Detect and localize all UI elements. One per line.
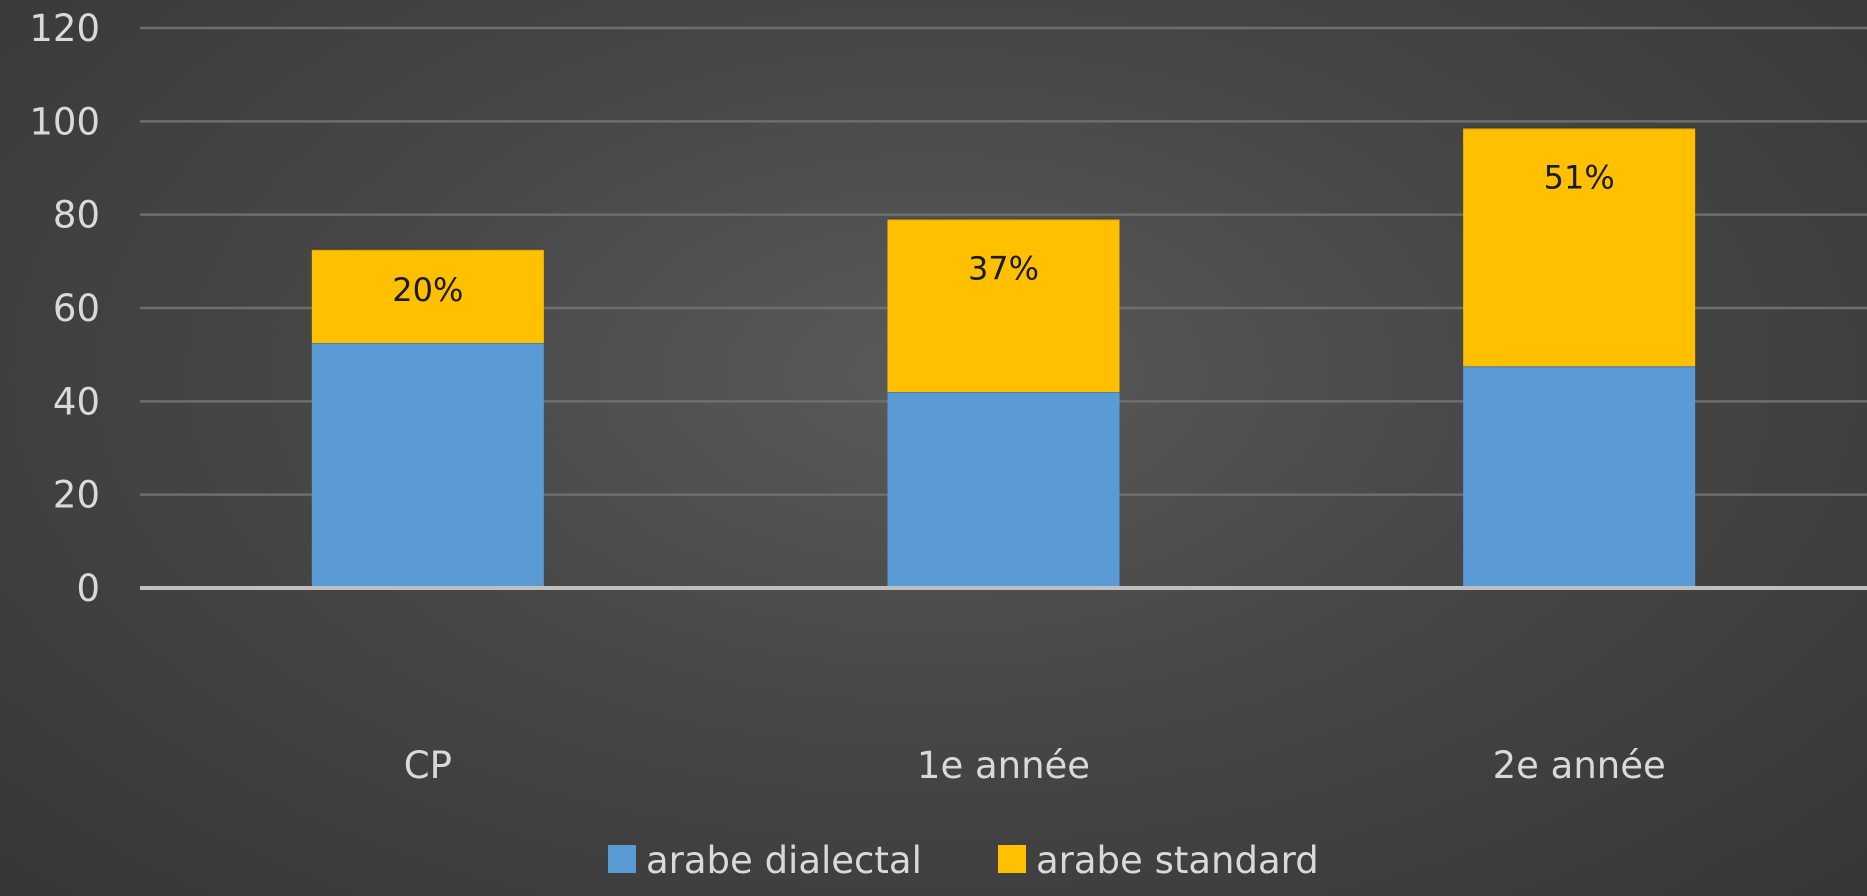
legend: arabe dialectal arabe standard — [608, 839, 1319, 882]
y-tick-label: 20 — [53, 474, 100, 517]
legend-swatch — [608, 845, 636, 873]
y-axis-ticks: 0 20 40 60 80 100 120 — [29, 7, 100, 610]
bar-arabe-dialectal — [1463, 366, 1696, 588]
y-tick-label: 100 — [29, 100, 100, 143]
y-tick-label: 40 — [53, 380, 100, 423]
y-tick-label: 0 — [76, 567, 100, 610]
bar-arabe-dialectal — [311, 343, 544, 588]
y-tick-label: 60 — [53, 287, 100, 330]
legend-swatch — [998, 845, 1026, 873]
bar-arabe-dialectal — [887, 392, 1120, 588]
y-tick-label: 120 — [29, 7, 100, 50]
bar-arabe-standard — [1463, 128, 1696, 367]
x-tick-label: 2e année — [1493, 744, 1666, 787]
x-axis-ticks: CP 1e année 2e année — [404, 744, 1666, 787]
bar-arabe-standard — [887, 219, 1120, 392]
bars — [311, 127, 1696, 588]
legend-label: arabe dialectal — [646, 839, 922, 882]
x-tick-label: 1e année — [917, 744, 1090, 787]
y-tick-label: 80 — [53, 194, 100, 237]
data-label: 37% — [968, 249, 1039, 287]
data-label: 20% — [392, 271, 463, 309]
data-labels: 20% 37% 51% — [392, 158, 1614, 309]
legend-label: arabe standard — [1036, 839, 1319, 882]
data-label: 51% — [1544, 158, 1615, 196]
x-tick-label: CP — [404, 744, 452, 787]
bar-arabe-standard — [311, 249, 544, 343]
